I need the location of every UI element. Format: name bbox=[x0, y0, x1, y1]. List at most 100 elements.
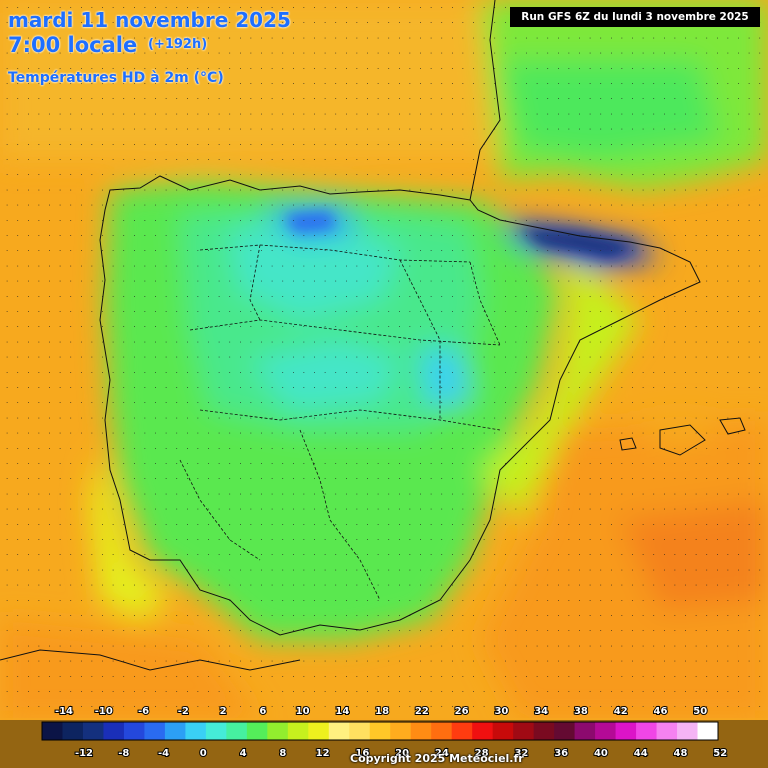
grid-value: · bbox=[91, 566, 93, 574]
grid-value: · bbox=[653, 247, 655, 255]
grid-value: · bbox=[663, 95, 665, 103]
grid-value: · bbox=[621, 186, 623, 194]
grid-value: · bbox=[600, 110, 602, 118]
grid-value: · bbox=[483, 34, 485, 42]
grid-value: · bbox=[441, 582, 443, 590]
grid-value: · bbox=[303, 4, 305, 12]
grid-value: · bbox=[186, 521, 188, 529]
grid-value: · bbox=[324, 597, 326, 605]
grid-value: · bbox=[737, 703, 739, 711]
grid-value: · bbox=[377, 673, 379, 681]
grid-value: · bbox=[133, 247, 135, 255]
grid-value: · bbox=[568, 80, 570, 88]
grid-value: · bbox=[282, 475, 284, 483]
grid-value: · bbox=[6, 95, 8, 103]
grid-value: · bbox=[101, 551, 103, 559]
grid-value: · bbox=[663, 445, 665, 453]
grid-value: · bbox=[684, 627, 686, 635]
grid-value: · bbox=[483, 673, 485, 681]
grid-value: · bbox=[345, 141, 347, 149]
grid-value: · bbox=[610, 536, 612, 544]
legend-tick-label: 6 bbox=[259, 706, 266, 717]
grid-value: · bbox=[335, 110, 337, 118]
grid-value: · bbox=[239, 673, 241, 681]
grid-value: · bbox=[472, 293, 474, 301]
grid-value: · bbox=[70, 597, 72, 605]
grid-value: · bbox=[504, 202, 506, 210]
grid-value: · bbox=[123, 247, 125, 255]
grid-value: · bbox=[176, 612, 178, 620]
grid-value: · bbox=[483, 186, 485, 194]
grid-value: · bbox=[536, 566, 538, 574]
grid-value: · bbox=[218, 536, 220, 544]
grid-value: · bbox=[165, 460, 167, 468]
grid-value: · bbox=[451, 703, 453, 711]
grid-value: · bbox=[38, 521, 40, 529]
grid-value: · bbox=[144, 703, 146, 711]
grid-value: · bbox=[419, 399, 421, 407]
grid-value: · bbox=[112, 247, 114, 255]
grid-value: · bbox=[398, 536, 400, 544]
grid-value: · bbox=[197, 369, 199, 377]
grid-value: · bbox=[133, 278, 135, 286]
grid-value: · bbox=[112, 430, 114, 438]
grid-value: · bbox=[419, 156, 421, 164]
grid-value: · bbox=[260, 80, 262, 88]
grid-value: · bbox=[91, 703, 93, 711]
grid-value: · bbox=[6, 293, 8, 301]
grid-value: · bbox=[324, 536, 326, 544]
grid-value: · bbox=[441, 323, 443, 331]
grid-value: · bbox=[547, 566, 549, 574]
grid-value: · bbox=[335, 65, 337, 73]
grid-value: · bbox=[706, 80, 708, 88]
grid-value: · bbox=[504, 308, 506, 316]
grid-value: · bbox=[525, 186, 527, 194]
grid-value: · bbox=[207, 232, 209, 240]
grid-value: · bbox=[695, 399, 697, 407]
grid-value: · bbox=[38, 369, 40, 377]
grid-value: · bbox=[600, 566, 602, 574]
grid-value: · bbox=[250, 566, 252, 574]
grid-value: · bbox=[218, 445, 220, 453]
grid-value: · bbox=[737, 399, 739, 407]
grid-value: · bbox=[292, 430, 294, 438]
grid-value: · bbox=[27, 627, 29, 635]
grid-value: · bbox=[144, 354, 146, 362]
grid-value: · bbox=[525, 414, 527, 422]
grid-value: · bbox=[430, 627, 432, 635]
grid-value: · bbox=[133, 65, 135, 73]
grid-value: · bbox=[207, 50, 209, 58]
grid-value: · bbox=[610, 414, 612, 422]
grid-value: · bbox=[430, 247, 432, 255]
grid-value: · bbox=[48, 536, 50, 544]
legend-tick-label: 2 bbox=[220, 706, 227, 717]
grid-value: · bbox=[663, 232, 665, 240]
grid-value: · bbox=[610, 50, 612, 58]
grid-value: · bbox=[186, 126, 188, 134]
grid-value: · bbox=[345, 217, 347, 225]
grid-value: · bbox=[748, 551, 750, 559]
grid-value: · bbox=[91, 308, 93, 316]
grid-value: · bbox=[112, 582, 114, 590]
grid-value: · bbox=[653, 551, 655, 559]
grid-value: · bbox=[430, 217, 432, 225]
grid-value: · bbox=[133, 202, 135, 210]
grid-value: · bbox=[589, 445, 591, 453]
grid-value: · bbox=[229, 278, 231, 286]
grid-value: · bbox=[165, 475, 167, 483]
grid-value: · bbox=[684, 673, 686, 681]
grid-value: · bbox=[313, 703, 315, 711]
grid-value: · bbox=[345, 673, 347, 681]
grid-value: · bbox=[112, 95, 114, 103]
grid-value: · bbox=[112, 262, 114, 270]
grid-value: · bbox=[472, 232, 474, 240]
grid-value: · bbox=[398, 126, 400, 134]
grid-value: · bbox=[504, 156, 506, 164]
grid-value: · bbox=[356, 414, 358, 422]
grid-value: · bbox=[472, 65, 474, 73]
grid-value: · bbox=[112, 80, 114, 88]
grid-value: · bbox=[472, 642, 474, 650]
grid-value: · bbox=[536, 171, 538, 179]
grid-value: · bbox=[610, 141, 612, 149]
